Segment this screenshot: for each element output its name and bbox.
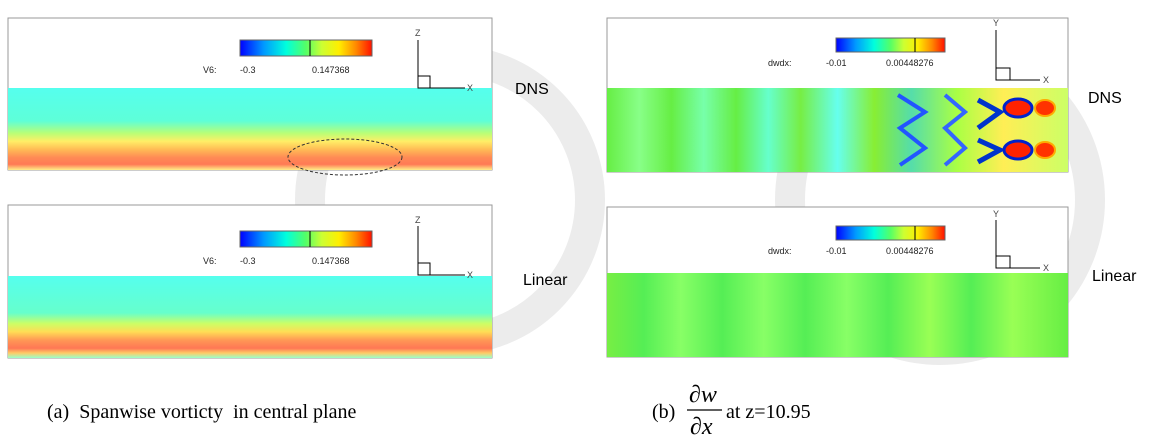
- colorbar-mid: 0.00448276: [886, 58, 934, 68]
- axis-icon: [417, 40, 465, 89]
- contour-field: [607, 88, 1068, 172]
- panel: dwdx: -0.01 0.00448276 Y X DNS: [606, 17, 1122, 173]
- colorbar: [239, 39, 373, 57]
- colorbar: [835, 37, 946, 53]
- axis-horizontal: X: [1043, 75, 1049, 85]
- panel: V6: -0.3 0.147368 Z X DNS: [7, 17, 549, 176]
- axis-icon: [995, 220, 1040, 269]
- axis-vertical: Z: [415, 28, 421, 38]
- colorbar: [835, 225, 946, 241]
- panel-label: DNS: [1088, 90, 1122, 107]
- axis-vertical: Y: [993, 209, 999, 219]
- highlight-ellipse: [287, 138, 403, 176]
- axis-vertical: Y: [993, 18, 999, 28]
- panel-label: Linear: [1092, 268, 1137, 285]
- axis-icon: [417, 226, 465, 276]
- axis-horizontal: X: [467, 83, 473, 93]
- colorbar-name: dwdx:: [768, 246, 792, 256]
- contour-field: [8, 276, 492, 358]
- axis-horizontal: X: [467, 270, 473, 280]
- axis-icon: [995, 30, 1040, 81]
- panel-label: Linear: [523, 272, 568, 289]
- colorbar-mid: 0.147368: [312, 65, 350, 75]
- caption-prefix: (b): [652, 401, 675, 423]
- axis-vertical: Z: [415, 215, 421, 225]
- vortex-structures: [896, 93, 1056, 167]
- contour-field: [607, 273, 1068, 357]
- caption: (b) ∂w ∂x at z=10.95: [652, 382, 811, 440]
- colorbar-mid: 0.00448276: [886, 246, 934, 256]
- colorbar-min: -0.01: [826, 246, 847, 256]
- colorbar-name: dwdx:: [768, 58, 792, 68]
- colorbar-min: -0.3: [240, 256, 256, 266]
- contour-field: [8, 88, 492, 170]
- colorbar-mid: 0.147368: [312, 256, 350, 266]
- panel-label: DNS: [515, 81, 549, 98]
- panel: dwdx: -0.01 0.00448276 Y X Linear: [606, 206, 1137, 358]
- colorbar-name: V6:: [203, 65, 217, 75]
- fraction-numerator: ∂w: [689, 382, 717, 408]
- colorbar-name: V6:: [203, 256, 217, 266]
- axis-horizontal: X: [1043, 263, 1049, 273]
- panel: V6: -0.3 0.147368 Z X Linear: [7, 204, 568, 359]
- colorbar-min: -0.3: [240, 65, 256, 75]
- fraction-denominator: ∂x: [690, 414, 713, 440]
- colorbar: [239, 230, 373, 248]
- caption-suffix: at z=10.95: [726, 401, 811, 423]
- caption: (a) Spanwise vorticty in central plane: [47, 401, 356, 423]
- colorbar-min: -0.01: [826, 58, 847, 68]
